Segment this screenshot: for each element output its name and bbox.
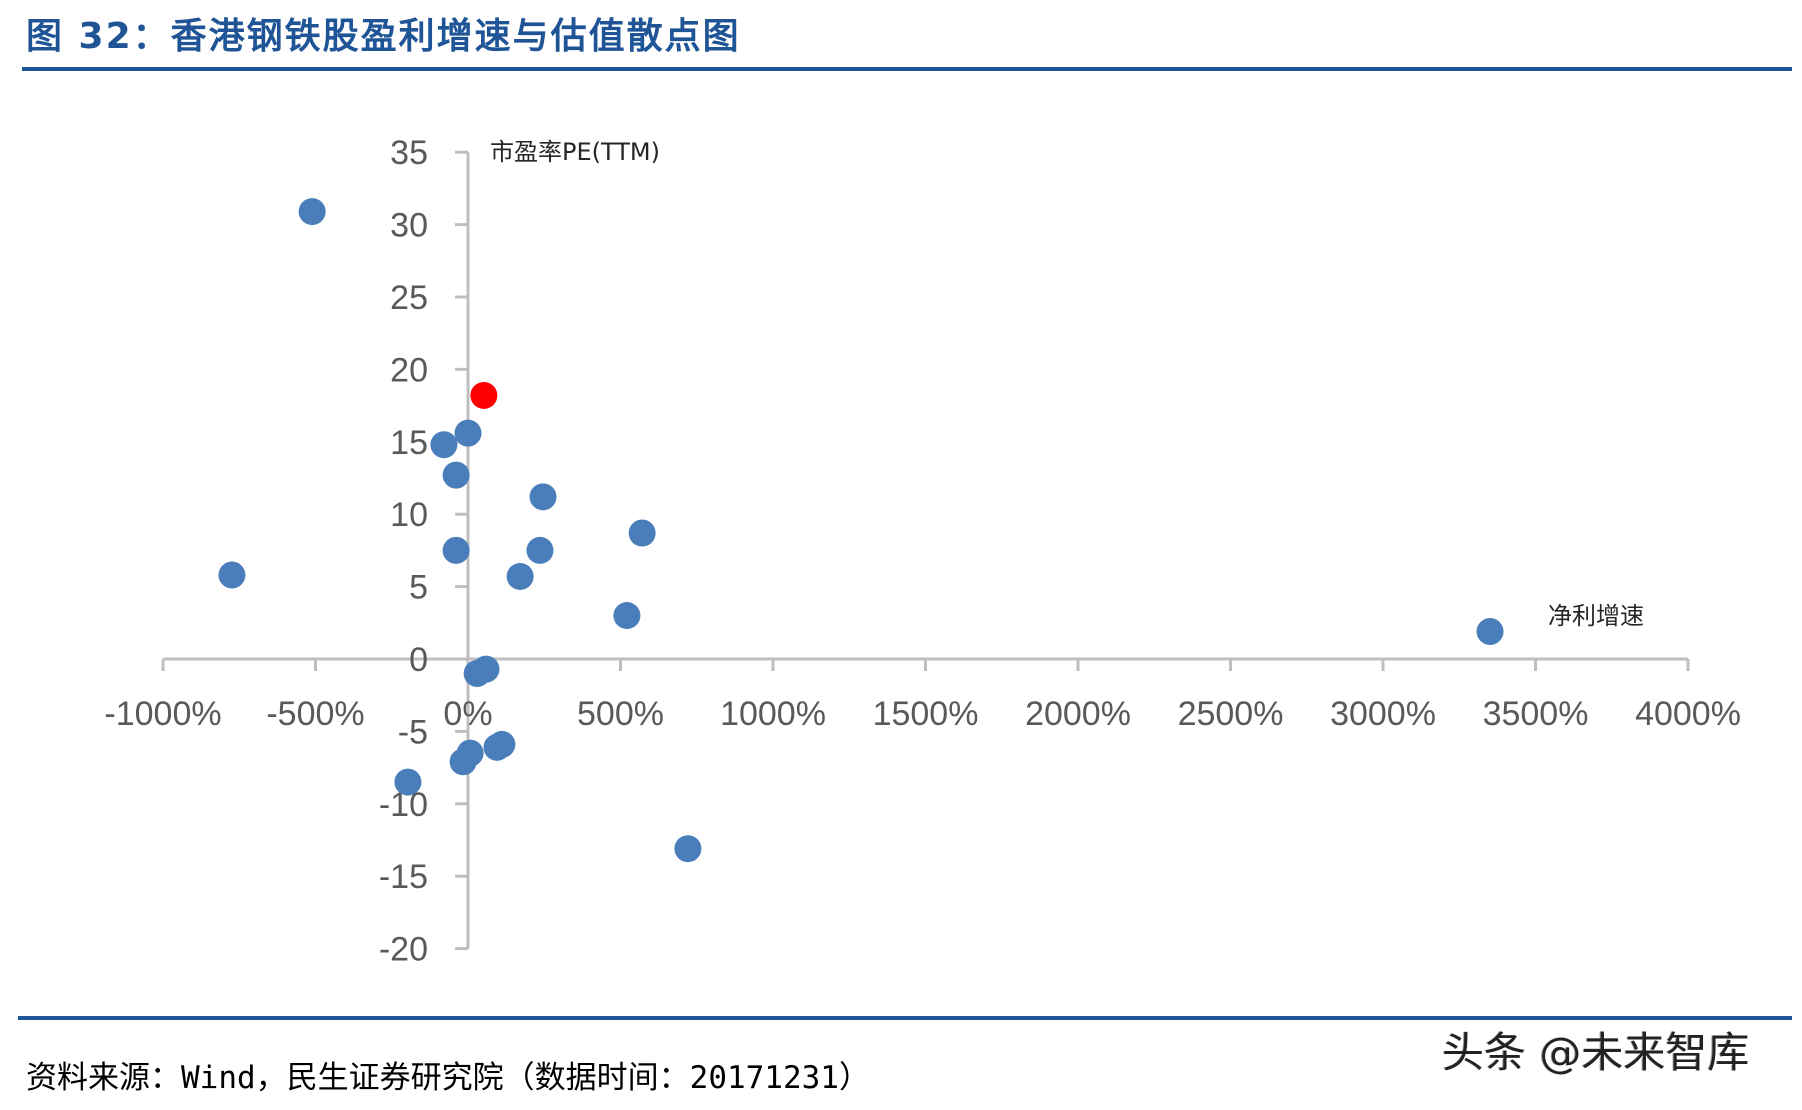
y-tick-label: 30 — [390, 207, 428, 245]
x-tick-label: 4000% — [1635, 695, 1741, 733]
data-point — [488, 730, 516, 758]
data-point — [506, 562, 534, 590]
data-point — [442, 461, 470, 489]
axes — [161, 150, 1690, 951]
y-tick-label: 10 — [390, 496, 428, 534]
title-divider — [22, 67, 1792, 71]
tick-labels: -1000% -500% 0% 500% 1000% 1500% 2000% 2500% 300… — [104, 134, 1741, 968]
data-point — [394, 768, 422, 796]
y-axis-title: 市盈率PE(TTM) — [490, 138, 660, 166]
x-axis-title: 净利增速 — [1548, 602, 1644, 630]
source-note: 资料来源：Wind，民生证券研究院（数据时间：20171231） — [26, 1060, 870, 1096]
data-points — [218, 198, 1504, 863]
x-tick-label: -1000% — [104, 695, 221, 733]
x-tick-label: -500% — [266, 695, 364, 733]
highlighted-point — [470, 381, 498, 409]
data-point — [529, 483, 557, 511]
data-point — [674, 835, 702, 863]
x-tick-label: 2000% — [1025, 695, 1131, 733]
data-point — [472, 655, 500, 683]
y-tick-label: -5 — [398, 713, 428, 751]
x-tick-label: 500% — [577, 695, 664, 733]
data-point — [526, 536, 554, 564]
y-tick-label: -20 — [379, 931, 428, 969]
x-tick-label: 3500% — [1483, 695, 1589, 733]
data-point — [218, 561, 246, 589]
y-tick-label: 25 — [390, 279, 428, 317]
data-point — [298, 198, 326, 226]
y-tick-label: 5 — [409, 569, 428, 607]
data-point — [1476, 617, 1504, 645]
x-tick-label: 0% — [443, 695, 492, 733]
data-point — [430, 431, 458, 459]
y-tick-label: 35 — [390, 134, 428, 172]
x-tick-label: 3000% — [1330, 695, 1436, 733]
data-point — [628, 519, 656, 547]
y-tick-label: 0 — [409, 641, 428, 679]
x-tick-label: 1500% — [873, 695, 979, 733]
data-point — [613, 602, 641, 630]
x-tick-label: 2500% — [1178, 695, 1284, 733]
data-point — [442, 536, 470, 564]
data-point — [449, 748, 477, 776]
y-tick-label: -15 — [379, 858, 428, 896]
footer-divider — [18, 1016, 1792, 1020]
scatter-chart: -1000% -500% 0% 500% 1000% 1500% 2000% 2500% 300… — [104, 134, 1741, 968]
data-point — [454, 419, 482, 447]
y-tick-label: 15 — [390, 424, 428, 462]
y-tick-label: 20 — [390, 351, 428, 389]
figure-title: 图 32：香港钢铁股盈利增速与估值散点图 — [26, 16, 741, 57]
x-tick-label: 1000% — [720, 695, 826, 733]
watermark: 头条 @未来智库 — [1442, 1028, 1750, 1077]
